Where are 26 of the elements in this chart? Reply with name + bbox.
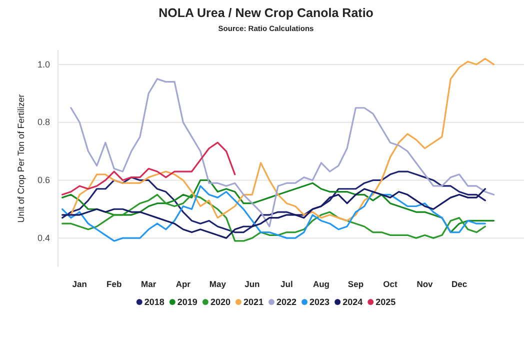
y-tick-label: 1.0 xyxy=(37,59,50,70)
legend-label: 2024 xyxy=(342,297,363,307)
x-tick-label: Jun xyxy=(244,279,260,290)
legend-label: 2019 xyxy=(177,297,198,307)
x-tick-label: Dec xyxy=(451,279,468,290)
x-tick-label: Aug xyxy=(312,279,330,290)
legend-label: 2020 xyxy=(210,297,230,307)
legend-label: 2023 xyxy=(310,297,330,307)
x-tick-label: Apr xyxy=(176,279,192,290)
legend-label: 2018 xyxy=(144,297,164,307)
x-tick-label: Jan xyxy=(72,279,87,290)
y-tick-label: 0.6 xyxy=(37,175,50,186)
legend-label: 2021 xyxy=(243,297,264,307)
legend-label: 2022 xyxy=(276,297,297,307)
chart-title: NOLA Urea / New Crop Canola Ratio xyxy=(158,6,374,20)
legend-label: 2025 xyxy=(376,297,396,307)
x-tick-label: Oct xyxy=(383,279,398,290)
x-tick-label: Mar xyxy=(141,279,157,290)
x-tick-label: Sep xyxy=(348,279,364,290)
y-axis-title: Unit of Crop Per Ton of Fertilizer xyxy=(16,94,26,223)
y-tick-label: 0.4 xyxy=(37,232,50,243)
y-tick-label: 0.8 xyxy=(37,117,50,128)
x-tick-label: Nov xyxy=(416,279,434,290)
x-tick-label: Jul xyxy=(280,279,293,290)
x-tick-label: Feb xyxy=(106,279,122,290)
x-tick-label: May xyxy=(209,279,226,290)
